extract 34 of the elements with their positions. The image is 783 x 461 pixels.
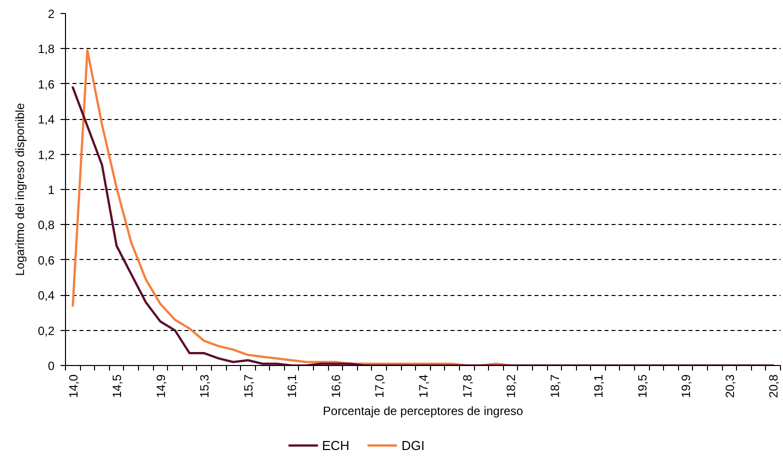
line-series [72, 86, 774, 366]
x-tick-label: 14,0 [66, 374, 80, 398]
y-tick-label: 1 [48, 183, 55, 197]
legend-label: DGI [401, 437, 425, 453]
x-tick-label: 19,9 [679, 374, 694, 398]
x-tick-label: 16,6 [328, 374, 343, 398]
y-tick-label: 0,4 [38, 288, 55, 303]
x-tick-label: 17,8 [460, 374, 474, 398]
x-tick-label: 14,9 [154, 374, 168, 398]
y-tick-label: 0 [48, 359, 55, 373]
x-tick-label: 15,7 [241, 374, 256, 398]
y-tick-label: 1,4 [38, 112, 55, 127]
x-tick-label: 15,3 [198, 374, 212, 398]
y-tick-label: 0,6 [38, 253, 55, 268]
y-tick-label: 2 [48, 7, 55, 21]
x-tick-label: 14,5 [110, 374, 124, 398]
x-tick-label: 16,1 [285, 374, 300, 398]
x-tick-label: 20,3 [722, 374, 737, 398]
legend-label: ECH [322, 437, 350, 453]
x-tick-label: 18,7 [548, 374, 562, 398]
y-tick-label: 1,2 [38, 148, 55, 162]
x-tick-label: 19,1 [592, 374, 606, 398]
y-tick-label: 1,6 [38, 77, 55, 92]
y-axis-title: Logaritmo del ingreso disponible [12, 102, 27, 276]
x-tick-label: 17,4 [416, 374, 430, 398]
line-series [72, 49, 512, 366]
x-tick-label: 17,0 [372, 374, 387, 398]
x-tick-label: 18,2 [504, 374, 518, 398]
y-tick-label: 0,8 [38, 218, 55, 232]
x-axis-title: Porcentaje de perceptores de ingreso [322, 404, 524, 418]
x-tick-label: 20,8 [766, 374, 781, 398]
y-tick-label: 0,2 [38, 324, 55, 338]
x-tick-label: 19,5 [635, 374, 650, 398]
y-tick-label: 1,8 [38, 42, 55, 56]
